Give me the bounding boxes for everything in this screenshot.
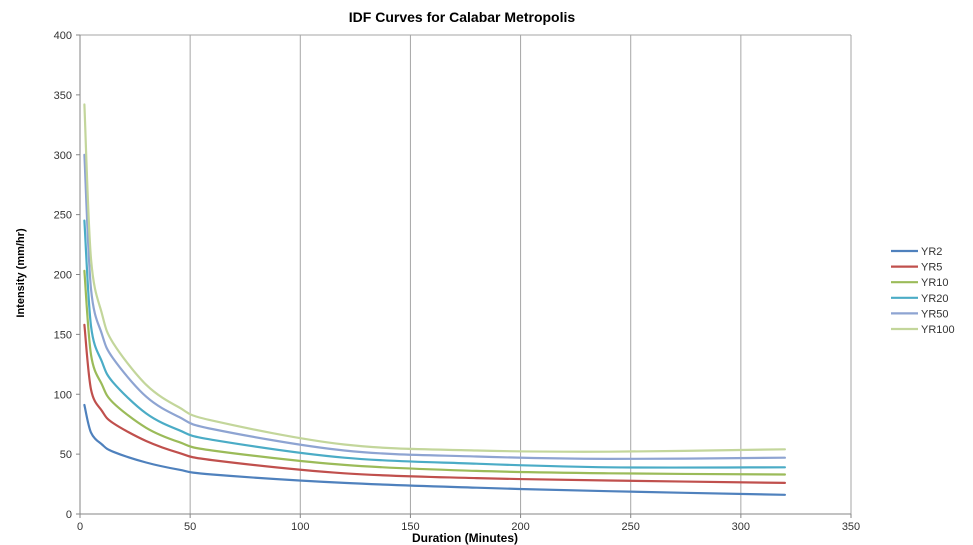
x-tick-label: 50 [184, 521, 196, 533]
x-tick-label: 350 [842, 521, 860, 533]
series-lines [83, 103, 786, 496]
series-line-yr2 [83, 403, 786, 496]
y-tick-label: 400 [54, 30, 72, 42]
legend-label-yr100: YR100 [921, 324, 955, 336]
x-tick-label: 300 [732, 521, 750, 533]
series-line-yr50 [83, 153, 786, 461]
axes [76, 34, 852, 518]
series-line-yr10 [83, 269, 786, 476]
y-axis-title: Intensity (mm/hr) [15, 228, 27, 318]
legend-label-yr50: YR50 [921, 308, 949, 320]
y-tick-label: 150 [54, 329, 72, 341]
x-tick-label: 150 [401, 521, 419, 533]
legend-label-yr2: YR2 [921, 246, 942, 258]
legend: YR2 YR5 YR10 YR20 YR50 YR100 [891, 246, 955, 336]
grid-lines [80, 34, 852, 514]
y-tick-label: 250 [54, 210, 72, 222]
y-tick-label: 350 [54, 90, 72, 102]
y-tick-label: 200 [54, 270, 72, 282]
y-tick-label: 300 [54, 150, 72, 162]
legend-label-yr5: YR5 [921, 262, 942, 274]
series-line-yr5 [83, 323, 786, 484]
y-tick-label: 0 [66, 509, 72, 521]
series-line-yr20 [83, 219, 786, 469]
y-tick-label: 50 [60, 449, 72, 461]
series-line-yr100 [83, 103, 786, 453]
x-tick-labels: 0 50 100 150 200 250 300 350 [77, 521, 860, 533]
y-tick-label: 100 [54, 389, 72, 401]
x-tick-label: 200 [511, 521, 529, 533]
x-tick-label: 0 [77, 521, 83, 533]
legend-label-yr20: YR20 [921, 293, 949, 305]
x-tick-label: 100 [291, 521, 309, 533]
x-tick-label: 250 [622, 521, 640, 533]
y-tick-labels: 0 50 100 150 200 250 300 350 400 [54, 30, 72, 521]
legend-label-yr10: YR10 [921, 277, 949, 289]
chart-title: IDF Curves for Calabar Metropolis [349, 9, 576, 25]
x-axis-title: Duration (Minutes) [412, 531, 518, 545]
